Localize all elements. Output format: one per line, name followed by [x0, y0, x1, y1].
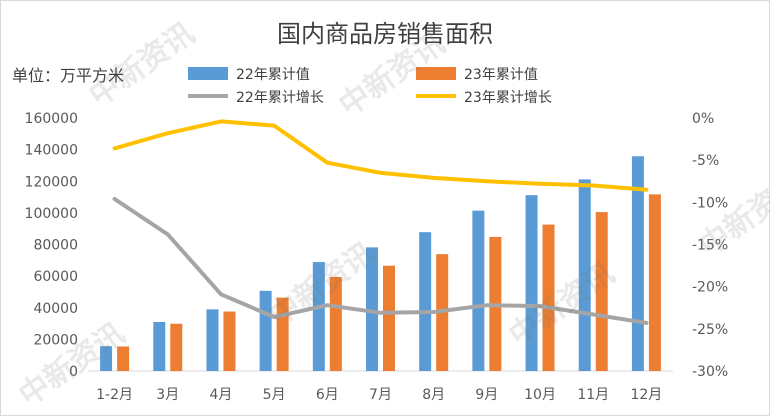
x-tick-label: 1-2月	[96, 387, 133, 403]
y-right-tick-label: -20%	[692, 280, 728, 296]
bar-23	[542, 224, 555, 371]
x-tick-label: 9月	[475, 387, 498, 403]
y-left-tick-label: 20000	[33, 332, 78, 348]
bar-23	[117, 346, 130, 371]
y-left-tick-label: 40000	[33, 301, 78, 317]
bar-23	[223, 311, 236, 371]
legend-swatch-series-2	[188, 94, 228, 98]
legend-swatch-series-3	[416, 94, 456, 98]
bar-23	[595, 212, 608, 371]
legend-label-series-1: 23年累计值	[464, 67, 538, 83]
bar-22	[631, 156, 644, 371]
line-series-22-growth	[112, 197, 649, 325]
legend-swatch-series-1	[416, 67, 456, 80]
bar-23	[383, 265, 395, 371]
x-tick-label: 6月	[316, 387, 339, 403]
y-left-tick-label: 60000	[33, 269, 78, 285]
y-left-tick-label: 120000	[25, 174, 78, 190]
bar-22	[206, 309, 219, 371]
x-tick-label: 10月	[524, 387, 556, 403]
legend-label-series-2: 22年累计增长	[236, 90, 324, 106]
y-left-tick-label: 140000	[25, 143, 78, 159]
bar-23	[648, 194, 661, 371]
bar-22	[312, 262, 325, 371]
y-right-tick-label: -25%	[692, 322, 728, 338]
bar-22	[153, 321, 166, 371]
y-right-tick-label: -5%	[692, 153, 719, 169]
bar-23	[329, 276, 342, 371]
legend-label-series-3: 23年累计增长	[464, 90, 552, 106]
y-right-tick-label: 0%	[692, 111, 714, 127]
y-left-tick-label: 100000	[25, 206, 78, 222]
x-tick-label: 3月	[156, 387, 179, 403]
unit-label: 单位：万平方米	[12, 66, 125, 85]
x-tick-label: 4月	[209, 387, 232, 403]
bar-22	[525, 195, 538, 371]
legend-label-series-0: 22年累计值	[236, 67, 310, 83]
x-tick-label: 7月	[369, 387, 392, 403]
bar-22	[366, 247, 378, 371]
bar-22	[578, 179, 591, 371]
y-right-tick-label: -15%	[692, 238, 728, 254]
x-tick-label: 5月	[263, 387, 286, 403]
y-left-tick-label: 160000	[25, 111, 78, 127]
x-tick-label: 8月	[422, 387, 445, 403]
y-right-tick-label: -10%	[692, 195, 728, 211]
line-series-23-growth	[112, 119, 649, 192]
y-left-tick-label: 0	[69, 364, 78, 380]
chart-title: 国内商品房销售面积	[277, 20, 493, 48]
bar-23	[170, 323, 183, 371]
x-tick-label: 11月	[577, 387, 609, 403]
y-right-tick-label: -30%	[692, 364, 728, 380]
bar-22	[100, 346, 113, 371]
bar-22	[472, 210, 485, 371]
bar-22	[419, 232, 432, 371]
y-left-tick-label: 80000	[33, 238, 78, 254]
legend-swatch-series-0	[188, 67, 228, 80]
x-tick-label: 12月	[630, 387, 662, 403]
